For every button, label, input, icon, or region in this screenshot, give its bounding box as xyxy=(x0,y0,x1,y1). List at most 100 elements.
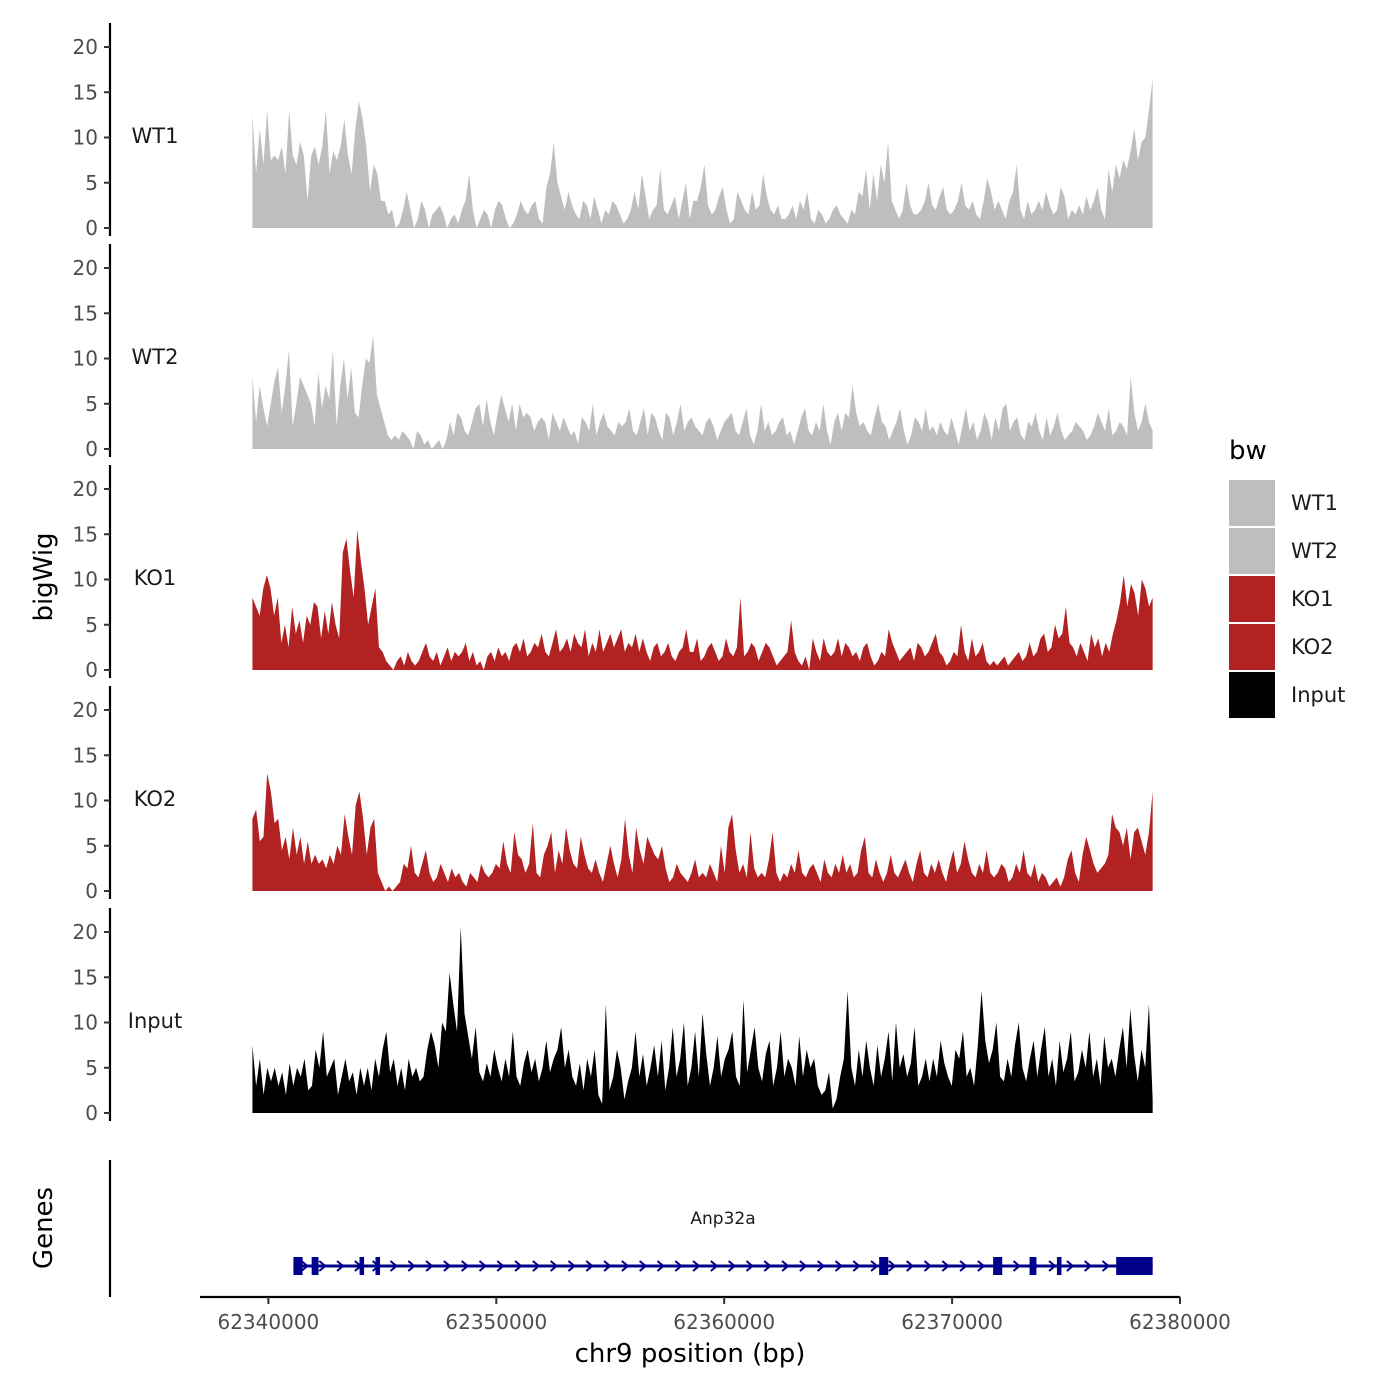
strand-arrow xyxy=(585,1260,594,1272)
x-tick-label: 62380000 xyxy=(1129,1310,1231,1334)
strand-arrow xyxy=(1012,1260,1022,1272)
strand-arrow xyxy=(478,1260,488,1272)
coverage-tracks: 0 5 10 15 20 WT1 0 5 10 15 20 WT2 0 5 10 15 20 KO1 0 5 10 15 2… xyxy=(73,22,1153,1125)
coverage-area-ko2 xyxy=(252,773,1153,891)
strand-arrow xyxy=(959,1260,968,1272)
y-tick-label: 0 xyxy=(85,658,98,682)
track-input: 0 5 10 15 20 Input xyxy=(73,907,1153,1125)
genes-axis-title: Genes xyxy=(29,1187,59,1269)
strand-arrow xyxy=(496,1260,505,1272)
exon xyxy=(879,1257,889,1275)
x-tick-label: 62360000 xyxy=(673,1310,775,1334)
exon xyxy=(1056,1257,1062,1275)
strand-arrow xyxy=(852,1260,861,1272)
exon xyxy=(293,1257,303,1275)
strand-arrow xyxy=(407,1260,416,1272)
exon xyxy=(1029,1257,1037,1275)
strand-arrow xyxy=(443,1260,452,1272)
track-wt2: 0 5 10 15 20 WT2 xyxy=(73,243,1153,461)
y-tick-label: 0 xyxy=(85,216,98,240)
legend-label-input: Input xyxy=(1291,683,1345,707)
y-tick-label: 0 xyxy=(85,1101,98,1125)
legend-swatch-input xyxy=(1229,672,1275,718)
y-tick-label: 10 xyxy=(73,126,98,150)
y-tick-label: 20 xyxy=(73,920,98,944)
track-ko2: 0 5 10 15 20 KO2 xyxy=(73,685,1153,903)
x-axis-title: chr9 position (bp) xyxy=(575,1339,806,1369)
legend-swatch-ko1 xyxy=(1229,576,1275,622)
strand-arrow xyxy=(550,1260,559,1272)
strand-arrow xyxy=(1066,1260,1075,1272)
strand-arrow xyxy=(781,1260,790,1272)
strand-arrow xyxy=(532,1260,541,1272)
track-label: Input xyxy=(128,1009,182,1033)
strand-arrow xyxy=(710,1260,719,1272)
y-tick-label: 15 xyxy=(73,965,98,989)
y-tick-label: 10 xyxy=(73,1011,98,1035)
x-axis: 62340000 62350000 62360000 62370000 62380000 xyxy=(200,1295,1231,1334)
legend-swatch-wt2 xyxy=(1229,528,1275,574)
y-tick-label: 10 xyxy=(73,789,98,813)
y-tick-label: 5 xyxy=(85,613,98,637)
strand-arrow xyxy=(1083,1260,1093,1272)
strand-arrow xyxy=(834,1260,844,1272)
y-tick-label: 15 xyxy=(73,301,98,325)
strand-arrow xyxy=(1048,1260,1057,1272)
strand-arrow xyxy=(1101,1260,1111,1272)
exon xyxy=(359,1257,365,1275)
y-tick-label: 5 xyxy=(85,834,98,858)
coverage-area-input xyxy=(252,927,1153,1113)
gene-track: Anp32a xyxy=(108,1160,1153,1297)
track-wt1: 0 5 10 15 20 WT1 xyxy=(73,22,1153,240)
strand-arrow xyxy=(923,1260,933,1272)
strand-arrow xyxy=(336,1260,345,1272)
y-axis-title: bigWig xyxy=(29,532,59,621)
strand-arrow xyxy=(674,1260,683,1272)
y-tick-label: 0 xyxy=(85,437,98,461)
strand-arrow xyxy=(870,1260,879,1272)
strand-arrow xyxy=(621,1260,630,1272)
strand-arrow xyxy=(692,1260,701,1272)
exon xyxy=(375,1257,381,1275)
track-label: WT1 xyxy=(132,124,179,148)
y-tick-label: 0 xyxy=(85,879,98,903)
y-tick-label: 5 xyxy=(85,392,98,416)
strand-arrow xyxy=(745,1260,755,1272)
legend-title: bw xyxy=(1229,436,1267,466)
strand-arrow xyxy=(763,1260,772,1272)
strand-arrow xyxy=(799,1260,808,1272)
strand-arrow xyxy=(888,1260,897,1272)
track-label: KO2 xyxy=(134,787,177,811)
strand-arrow xyxy=(906,1260,915,1272)
strand-arrow xyxy=(461,1260,470,1272)
coverage-area-ko1 xyxy=(252,529,1153,670)
legend-swatch-wt1 xyxy=(1229,480,1275,526)
strand-arrow xyxy=(603,1260,612,1272)
track-ko1: 0 5 10 15 20 KO1 xyxy=(73,464,1153,682)
y-tick-label: 15 xyxy=(73,743,98,767)
y-tick-label: 20 xyxy=(73,698,98,722)
x-tick-label: 62370000 xyxy=(901,1310,1003,1334)
track-label: WT2 xyxy=(132,345,179,369)
legend-label-ko2: KO2 xyxy=(1291,635,1334,659)
y-tick-label: 5 xyxy=(85,171,98,195)
legend: bw WT1 WT2 KO1 KO2 Input xyxy=(1229,436,1345,718)
strand-arrow xyxy=(728,1260,737,1272)
y-tick-label: 5 xyxy=(85,1056,98,1080)
y-tick-label: 20 xyxy=(73,256,98,280)
coverage-area-wt2 xyxy=(252,335,1153,449)
y-tick-label: 15 xyxy=(73,80,98,104)
legend-label-wt1: WT1 xyxy=(1291,491,1338,515)
strand-arrow xyxy=(656,1260,666,1272)
strand-arrow xyxy=(567,1260,577,1272)
y-tick-label: 15 xyxy=(73,522,98,546)
x-tick-label: 62340000 xyxy=(217,1310,319,1334)
legend-label-ko1: KO1 xyxy=(1291,587,1334,611)
strand-arrow xyxy=(817,1260,826,1272)
strand-arrow xyxy=(639,1260,648,1272)
y-tick-label: 10 xyxy=(73,568,98,592)
strand-arrow xyxy=(300,1260,310,1272)
y-tick-label: 20 xyxy=(73,477,98,501)
coverage-area-wt1 xyxy=(252,78,1153,228)
